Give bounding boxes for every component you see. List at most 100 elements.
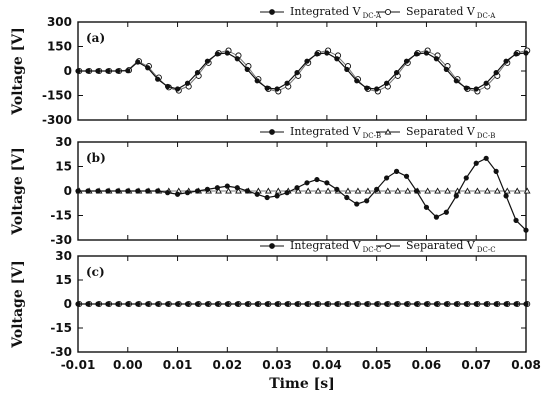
y-tick-label: 0 [64,297,72,311]
point-integrated [354,78,360,84]
point-separated [384,187,392,194]
point-integrated [423,50,430,56]
point-separated [314,187,322,194]
point-separated [444,187,451,194]
point-integrated [204,58,211,64]
y-tick-label: 15 [55,160,72,174]
x-tick-label: -0.01 [61,358,96,372]
point-separated [215,187,222,194]
point-integrated [304,301,310,307]
point-integrated [115,301,121,307]
point-integrated [503,193,509,199]
point-integrated [473,86,479,92]
point-integrated [523,50,529,56]
point-integrated [403,173,410,179]
point-integrated [304,58,310,64]
legend-marker [384,128,392,135]
point-integrated [145,65,151,71]
panel-label: (b) [86,151,106,165]
point-integrated [204,301,211,307]
point-integrated [403,301,410,307]
legend-label: Integrated V [290,5,362,18]
y-tick-label: -15 [50,321,72,335]
point-integrated [284,80,290,86]
legend-subscript: DC-C [477,246,496,254]
x-tick-label: 0.08 [511,358,541,372]
point-integrated [453,301,459,307]
point-integrated [174,86,181,92]
point-integrated [433,301,440,307]
panel-label: (a) [86,31,105,45]
y-axis-label: Voltage [V] [10,27,26,115]
point-integrated [224,301,230,307]
y-tick-label: 30 [55,135,72,149]
point-integrated [155,188,161,194]
point-integrated [513,217,519,223]
point-integrated [314,301,320,307]
point-integrated [513,51,519,57]
x-tick-label: 0.07 [461,358,491,372]
legend-marker [269,9,275,15]
x-axis-label: Time [s] [269,376,334,392]
point-integrated [194,188,201,194]
point-integrated [493,70,499,76]
point-integrated [214,301,220,307]
point-separated [344,187,352,194]
y-tick-label: -30 [50,233,72,247]
point-separated [264,187,272,194]
point-integrated [264,85,270,91]
point-integrated [483,301,489,307]
panel-2: 30 15 0 -15 -30-0.01 0.00 0.01 0.02 0.03 0.04 0.05… [10,239,541,372]
point-integrated [254,78,260,84]
point-integrated [244,66,250,72]
legend-label: Integrated V [290,239,362,252]
y-tick-label: 15 [55,273,72,287]
x-tick-label: 0.05 [362,358,392,372]
point-integrated [85,188,91,194]
point-integrated [95,68,101,74]
point-separated [304,187,312,194]
point-integrated [184,80,191,86]
point-integrated [344,194,350,201]
legend-subscript: DC-A [363,12,382,20]
series-line-integrated [78,52,527,90]
x-tick-label: 0.00 [113,358,143,372]
point-integrated [145,188,151,194]
point-integrated [334,301,340,307]
point-integrated [374,301,380,307]
point-integrated [95,301,101,307]
legend-label: Separated V [406,5,476,18]
point-separated [474,187,481,194]
point-integrated [155,301,161,307]
point-integrated [364,85,370,91]
x-tick-label: 0.03 [262,358,292,372]
point-separated [424,187,432,194]
point-integrated [384,175,390,181]
point-integrated [75,301,81,307]
legend-marker [269,243,275,249]
point-integrated [254,301,260,307]
point-integrated [125,301,131,307]
legend-subscript: DC-A [477,12,496,20]
series-line-separated [78,50,527,92]
point-integrated [493,168,499,174]
point-integrated [105,68,111,74]
point-integrated [433,214,440,220]
point-integrated [503,301,509,307]
point-integrated [174,191,181,197]
legend-label: Integrated V [290,125,362,138]
point-integrated [115,188,121,194]
point-integrated [184,190,191,196]
point-separated [523,187,531,194]
point-integrated [294,185,300,191]
point-separated [394,187,402,194]
point-separated [404,187,412,194]
point-integrated [234,185,240,191]
point-integrated [194,301,201,307]
point-integrated [523,301,529,307]
point-integrated [204,186,211,192]
y-tick-label: -30 [50,345,72,359]
point-integrated [463,301,469,307]
point-integrated [364,198,370,204]
